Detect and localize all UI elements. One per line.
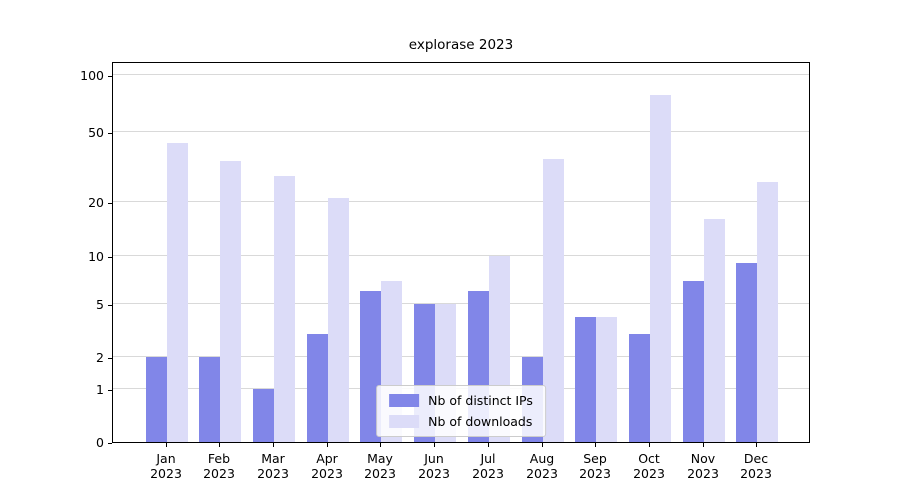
gridline xyxy=(113,356,809,357)
x-tick-label-year: 2023 xyxy=(579,466,611,481)
x-tick-mark xyxy=(166,443,167,447)
x-tick-label: Jul 2023 xyxy=(456,451,520,481)
bar-layer xyxy=(113,63,809,442)
y-tick-label: 1 xyxy=(96,382,104,397)
x-tick-label-year: 2023 xyxy=(418,466,450,481)
x-tick-label-year: 2023 xyxy=(203,466,235,481)
gridline xyxy=(113,130,809,132)
y-tick-mark xyxy=(108,443,112,444)
legend-item-distinct-ips: Nb of distinct IPs xyxy=(389,393,533,408)
x-tick-label-year: 2023 xyxy=(740,466,772,481)
x-tick-mark xyxy=(434,443,435,447)
y-tick-mark xyxy=(108,358,112,359)
bar-downloads-feb xyxy=(220,161,241,442)
gridline xyxy=(113,303,809,305)
x-tick-label-month: Apr xyxy=(316,451,338,466)
legend-label-distinct-ips: Nb of distinct IPs xyxy=(428,393,533,408)
bar-downloads-aug xyxy=(543,159,564,442)
x-tick-mark xyxy=(380,443,381,447)
x-tick-label: Jan 2023 xyxy=(134,451,198,481)
x-tick-label: May 2023 xyxy=(348,451,412,481)
x-tick-label-month: Jul xyxy=(480,451,496,466)
x-tick-label-year: 2023 xyxy=(150,466,182,481)
x-tick-mark xyxy=(756,443,757,447)
bar-downloads-apr xyxy=(328,198,349,442)
chart-title: explorase 2023 xyxy=(408,37,514,53)
x-tick-label-month: Oct xyxy=(638,451,660,466)
y-tick-label: 50 xyxy=(88,124,104,140)
y-tick-label: 20 xyxy=(88,195,104,210)
y-tick-mark xyxy=(108,132,112,134)
y-tick-label: 10 xyxy=(88,249,104,265)
legend-swatch-distinct-ips xyxy=(389,394,420,407)
bar-downloads-sep xyxy=(596,317,617,442)
gridline xyxy=(113,255,809,257)
gridline xyxy=(113,201,809,202)
y-tick-mark xyxy=(108,203,112,204)
y-tick-label: 2 xyxy=(96,350,104,365)
y-tick-label: 5 xyxy=(96,297,104,313)
x-tick-mark xyxy=(219,443,220,447)
y-tick-label: 100 xyxy=(80,68,104,84)
x-tick-label-month: Jan xyxy=(156,451,176,466)
x-tick-label: Feb 2023 xyxy=(187,451,251,481)
legend: Nb of distinct IPs Nb of downloads xyxy=(376,385,546,437)
bar-downloads-nov xyxy=(704,219,725,442)
x-tick-label-month: Jun xyxy=(424,451,444,466)
plot-area: Nb of distinct IPs Nb of downloads xyxy=(112,62,810,443)
x-tick-label-year: 2023 xyxy=(472,466,504,481)
bar-distinct-ips-apr xyxy=(307,334,328,442)
gridline xyxy=(113,74,809,76)
x-tick-mark xyxy=(703,443,704,447)
y-tick-label: 0 xyxy=(96,435,104,450)
x-tick-label-year: 2023 xyxy=(687,466,719,481)
y-tick-mark xyxy=(108,305,112,307)
x-tick-mark xyxy=(649,443,650,447)
x-tick-label-month: Aug xyxy=(529,451,555,466)
bar-downloads-dec xyxy=(757,182,778,442)
y-tick-mark xyxy=(108,257,112,259)
x-tick-mark xyxy=(542,443,543,447)
x-tick-label-month: Dec xyxy=(743,451,769,466)
x-tick-label-year: 2023 xyxy=(526,466,558,481)
bar-distinct-ips-oct xyxy=(629,334,650,442)
x-tick-label-month: Feb xyxy=(207,451,231,466)
x-tick-label-month: Mar xyxy=(261,451,285,466)
bar-distinct-ips-mar xyxy=(253,389,274,442)
x-tick-label-year: 2023 xyxy=(364,466,396,481)
bar-downloads-mar xyxy=(274,176,295,442)
bar-downloads-oct xyxy=(650,95,671,442)
bar-distinct-ips-dec xyxy=(736,263,757,442)
x-tick-label: Jun 2023 xyxy=(402,451,466,481)
legend-swatch-downloads xyxy=(389,415,420,428)
x-tick-label-year: 2023 xyxy=(257,466,289,481)
bar-distinct-ips-may xyxy=(360,291,381,442)
y-tick-mark xyxy=(108,76,112,78)
x-tick-label: Aug 2023 xyxy=(510,451,574,481)
bar-distinct-ips-jan xyxy=(146,357,167,442)
x-tick-label: Oct 2023 xyxy=(617,451,681,481)
x-tick-label-year: 2023 xyxy=(311,466,343,481)
x-tick-label: Mar 2023 xyxy=(241,451,305,481)
bar-distinct-ips-feb xyxy=(199,357,220,442)
bar-downloads-jan xyxy=(167,143,188,442)
x-tick-label-month: May xyxy=(367,451,393,466)
x-tick-label: Apr 2023 xyxy=(295,451,359,481)
x-tick-mark xyxy=(595,443,596,447)
legend-item-downloads: Nb of downloads xyxy=(389,414,533,429)
y-tick-mark xyxy=(108,390,112,391)
x-tick-label-month: Sep xyxy=(583,451,607,466)
x-tick-label-month: Nov xyxy=(690,451,716,466)
x-tick-label: Sep 2023 xyxy=(563,451,627,481)
bar-distinct-ips-nov xyxy=(683,281,704,442)
x-tick-label: Dec 2023 xyxy=(724,451,788,481)
x-tick-mark xyxy=(488,443,489,447)
x-tick-label-year: 2023 xyxy=(633,466,665,481)
x-tick-mark xyxy=(273,443,274,447)
x-tick-mark xyxy=(327,443,328,447)
bar-distinct-ips-sep xyxy=(575,317,596,442)
x-tick-label: Nov 2023 xyxy=(671,451,735,481)
legend-label-downloads: Nb of downloads xyxy=(428,414,533,429)
